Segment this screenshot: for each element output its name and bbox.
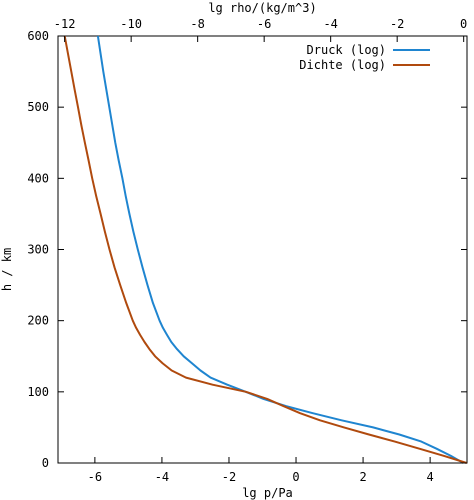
y-tick-label: 0 xyxy=(42,456,49,470)
y-axis-title: h / km xyxy=(0,248,14,291)
x-axis-top-title: lg rho/(kg/m^3) xyxy=(208,1,316,15)
y-tick-label: 500 xyxy=(27,100,49,114)
legend-label: Druck (log) xyxy=(307,43,386,57)
y-tick-label: 100 xyxy=(27,385,49,399)
series-line-dichte xyxy=(63,35,467,464)
x-axis-bottom-title: lg p/Pa xyxy=(242,486,293,500)
x-top-tick-label: -6 xyxy=(257,17,271,31)
x-bottom-tick-label: -2 xyxy=(222,470,236,484)
y-tick-label: 600 xyxy=(27,29,49,43)
series-line-druck xyxy=(96,35,464,464)
x-top-tick-label: -8 xyxy=(190,17,204,31)
x-bottom-tick-label: 2 xyxy=(359,470,366,484)
x-top-tick-label: -12 xyxy=(54,17,76,31)
x-bottom-tick-label: -4 xyxy=(155,470,169,484)
y-tick-label: 400 xyxy=(27,171,49,185)
x-top-tick-label: -10 xyxy=(120,17,142,31)
y-tick-label: 200 xyxy=(27,314,49,328)
x-top-tick-label: -2 xyxy=(390,17,404,31)
legend: Druck (log)Dichte (log) xyxy=(299,43,430,72)
x-bottom-tick-label: -6 xyxy=(88,470,102,484)
x-top-tick-label: -4 xyxy=(323,17,337,31)
x-bottom-tick-label: 0 xyxy=(292,470,299,484)
y-tick-label: 300 xyxy=(27,243,49,257)
x-bottom-tick-label: 4 xyxy=(427,470,434,484)
legend-label: Dichte (log) xyxy=(299,58,386,72)
ticks-group: -6 -4 -2 0 2 4 -12 -10 -8 -6 -4 -2 0 0 100 200 300 400 500… xyxy=(27,17,467,484)
series-group xyxy=(63,35,467,464)
x-top-tick-label: 0 xyxy=(460,17,467,31)
